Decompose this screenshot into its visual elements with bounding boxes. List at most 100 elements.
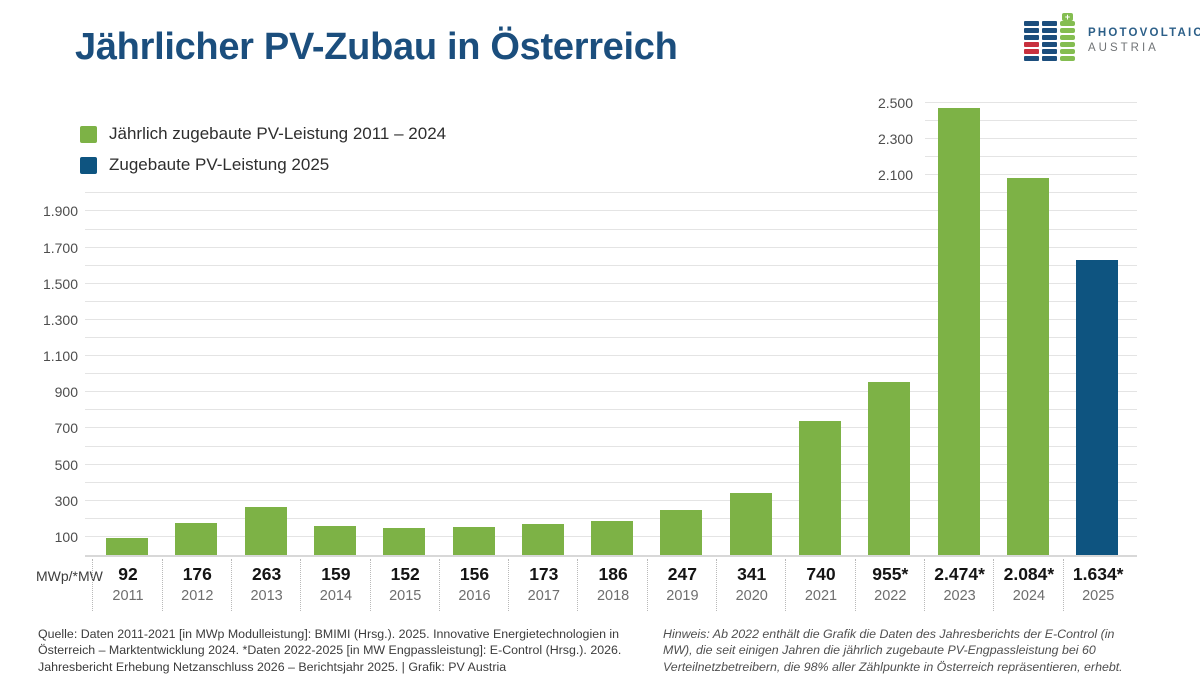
bar-2023 [937,107,980,555]
gridline-1200 [85,337,1137,339]
bar-2024 [1006,178,1049,555]
logo-stripe [1060,21,1075,26]
gridline-400 [85,481,1137,483]
year-label-2025: 2025 [1082,588,1115,604]
solar-battery-logo-icon: + [1024,13,1075,61]
x-axis-cell-2013: 263 2013 [230,559,301,611]
battery-plus-cap-icon: + [1062,13,1073,22]
y-axis-tick-100: 100 [54,528,78,545]
logo-stripe [1024,42,1039,47]
logo-stripe-column [1042,21,1057,61]
x-axis-cell-2022: 955* 2022 [854,559,925,611]
logo-stripe [1060,42,1075,47]
logo-line-austria: AUSTRIA [1088,41,1159,54]
bar-value-label-2015: 152 [390,564,420,584]
bar-2021 [799,421,841,555]
gridline-2300 [925,138,1137,140]
logo-stripe [1024,56,1039,61]
year-label-2019: 2019 [666,588,699,604]
bar-value-label-2014: 159 [321,564,351,584]
bar-2013 [244,507,287,555]
x-axis-cell-2011: 92 2011 [92,559,162,611]
gridline-1100 [85,355,1137,357]
axis-unit-label: MWp/*MW [36,568,103,584]
logo-stripe [1024,35,1039,40]
gridline-300 [85,499,1137,501]
chart-plot-area [85,102,1137,557]
bar-value-label-2018: 186 [598,564,628,584]
gridline-2100 [925,174,1137,176]
gridline-600 [85,445,1137,447]
gridline-2200 [925,156,1137,158]
bar-value-label-2024: 2.084* [1003,564,1055,584]
x-axis-cell-2024: 2.084* 2024 [993,559,1063,611]
bar-value-label-2022: 955* [872,564,909,584]
gridline-800 [85,409,1137,411]
bar-value-label-2016: 156 [459,564,490,584]
logo-stripe [1060,49,1075,54]
y-axis-tick-2300: 2.300 [877,131,913,148]
bar-2018 [591,521,634,555]
bar-2016 [452,526,495,555]
year-label-2017: 2017 [527,588,560,604]
year-label-2021: 2021 [804,588,838,604]
y-axis-tick-1900: 1.900 [42,203,78,220]
y-axis-tick-300: 300 [54,492,78,509]
gridline-1300 [85,318,1137,320]
y-axis-tick-900: 900 [54,384,78,401]
legend-label: Jährlich zugebaute PV-Leistung 2011 – 20… [109,124,447,143]
bar-2011 [106,538,148,555]
logo-wordmark: PHOTOVOLTAIC AUSTRIA [1088,27,1200,56]
logo-battery-column: + [1060,13,1075,61]
x-axis-cell-2020: 341 2020 [716,559,786,611]
bar-value-label-2023: 2.474* [934,564,985,584]
y-axis-tick-1300: 1.300 [42,311,78,328]
legend-label: Zugebaute PV-Leistung 2025 [109,155,330,174]
logo-stripe [1024,21,1039,26]
bar-value-label-2017: 173 [529,564,559,584]
logo-stripe [1042,21,1057,26]
bar-2025 [1076,259,1119,555]
logo-line-photovoltaic: PHOTOVOLTAIC [1088,26,1200,39]
bar-value-label-2013: 263 [251,564,282,584]
year-label-2012: 2012 [181,588,214,604]
gridline-700 [85,427,1137,429]
bar-2020 [729,493,772,555]
bar-2017 [521,523,564,555]
chart-x-axis: MWp/*MW 92 2011 176 2012 263 2013 159 2014 152 20… [0,559,1200,611]
pv-austria-logo: + PHOTOVOLTAIC AUSTRIA [1024,13,1200,61]
gridline-2400 [925,120,1137,122]
legend-swatch-green [80,125,97,143]
gridline-1500 [85,282,1137,284]
year-label-2015: 2015 [389,588,422,604]
bar-2014 [313,526,356,555]
bar-value-label-2021: 740 [806,564,836,584]
legend-swatch-blue [80,156,97,174]
gridline-200 [85,517,1137,519]
year-label-2016: 2016 [458,588,491,604]
bar-value-label-2025: 1.634* [1072,564,1124,584]
gridline-1000 [85,373,1137,375]
year-label-2022: 2022 [874,588,907,604]
logo-stripe [1042,42,1057,47]
x-axis-cell-2012: 176 2012 [161,559,232,611]
logo-stripe [1042,35,1057,40]
x-axis-cell-2019: 247 2019 [646,559,717,611]
logo-stripe [1060,28,1075,33]
bar-value-label-2011: 92 [118,564,138,584]
year-label-2011: 2011 [112,588,144,604]
year-label-2023: 2023 [943,588,976,604]
gridline-2500 [925,102,1137,103]
y-axis-tick-1500: 1.500 [42,275,78,292]
y-axis-tick-700: 700 [54,420,78,437]
logo-stripe [1042,28,1057,33]
gridline-1400 [85,300,1137,302]
chart-legend: Jährlich zugebaute PV-Leistung 2011 – 20… [80,124,446,175]
y-axis-tick-500: 500 [54,456,78,473]
x-axis-cell-2017: 173 2017 [508,559,578,611]
gridline-1800 [85,228,1137,230]
bar-2015 [383,527,426,555]
bar-value-label-2012: 176 [182,564,212,584]
x-axis-cell-2021: 740 2021 [785,559,855,611]
